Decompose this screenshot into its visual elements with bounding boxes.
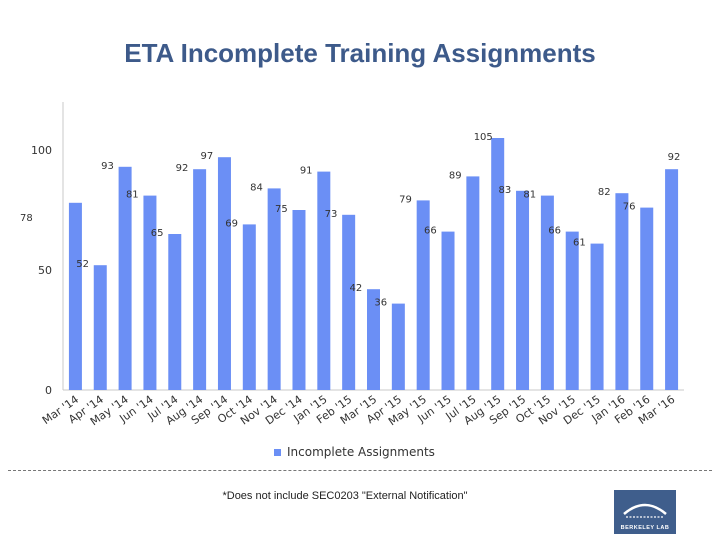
data-label: 89: [449, 170, 462, 181]
data-label: 66: [548, 226, 561, 237]
bar: [168, 234, 182, 390]
data-label: 105: [474, 132, 493, 143]
bar: [491, 138, 505, 390]
bar: [193, 169, 207, 390]
data-label: 92: [668, 152, 681, 163]
data-label: 91: [300, 166, 313, 177]
data-label: 79: [399, 194, 412, 205]
berkeley-lab-logo: BERKELEY LAB: [614, 490, 676, 534]
bar: [516, 190, 530, 390]
bar: [565, 231, 579, 390]
bar-series: [68, 138, 679, 390]
legend-swatch: [274, 448, 281, 456]
y-tick-labels: 0 50 100: [31, 144, 52, 397]
divider-line: [8, 470, 712, 471]
bar: [391, 303, 405, 390]
bar: [615, 193, 629, 390]
data-label: 83: [499, 185, 512, 196]
data-label: 69: [225, 218, 238, 229]
bar: [292, 210, 306, 390]
bar: [466, 176, 480, 390]
bar: [590, 243, 604, 390]
data-label: 61: [573, 238, 586, 249]
bar: [367, 289, 380, 390]
bar: [441, 231, 455, 390]
chart-legend: Incomplete Assignments: [274, 444, 435, 460]
bar: [242, 224, 256, 390]
data-label: 65: [151, 228, 164, 239]
footnote: *Does not include SEC0203 "External Noti…: [222, 490, 468, 502]
bar-chart: 0 50 100 78 52 93 81 65 92 97 69 84 75 91 73 42 36 79 66 8…: [20, 102, 684, 428]
logo-text: BERKELEY LAB: [620, 525, 670, 531]
page-title: ETA Incomplete Training Assignments: [124, 38, 596, 68]
data-label: 66: [424, 226, 437, 237]
data-label: 93: [101, 161, 114, 172]
y-tick-label: 100: [31, 144, 52, 157]
bar: [93, 265, 107, 390]
data-label: 36: [374, 298, 387, 309]
data-label: 42: [350, 283, 363, 294]
y-tick-label: 0: [45, 384, 52, 397]
bar: [317, 171, 331, 390]
data-label: 81: [523, 190, 536, 201]
data-label: 84: [250, 182, 263, 193]
data-label: 75: [275, 204, 288, 215]
data-label: 82: [598, 187, 611, 198]
data-label: 52: [76, 259, 89, 270]
y-tick-label: 50: [38, 264, 52, 277]
data-label: 97: [200, 151, 213, 162]
data-labels: 78 52 93 81 65 92 97 69 84 75 91 73 42 36 79 66 89 105 83 8…: [20, 132, 680, 309]
lab-building-icon: [623, 503, 667, 518]
bar: [217, 157, 231, 390]
legend-label: Incomplete Assignments: [287, 445, 435, 459]
data-label: 78: [20, 213, 33, 224]
data-label: 76: [623, 202, 636, 213]
bar: [143, 195, 157, 390]
bar: [416, 200, 430, 390]
bar: [68, 202, 82, 390]
bar: [342, 214, 356, 390]
data-label: 92: [176, 163, 189, 174]
bar: [640, 207, 654, 390]
bar: [118, 166, 132, 390]
bar: [665, 169, 679, 390]
data-label: 81: [126, 190, 139, 201]
bar: [267, 188, 281, 390]
bar: [540, 195, 554, 390]
data-label: 73: [325, 209, 338, 220]
